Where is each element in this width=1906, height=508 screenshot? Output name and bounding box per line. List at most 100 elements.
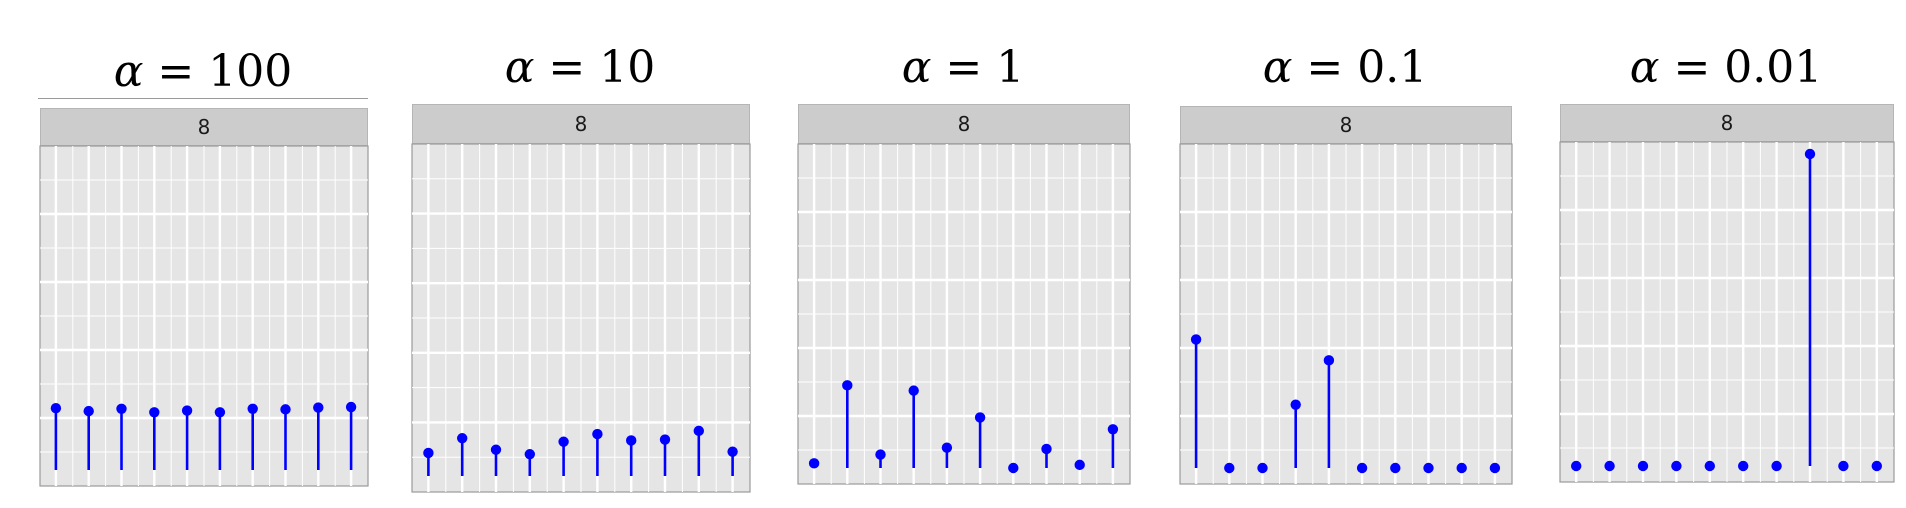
stem-mark bbox=[1704, 460, 1715, 472]
stem-point bbox=[457, 433, 468, 444]
stem-mark bbox=[558, 436, 569, 476]
stem-mark bbox=[490, 444, 502, 476]
stem-mark bbox=[1390, 462, 1401, 474]
stem-point bbox=[1107, 424, 1119, 435]
stem-mark bbox=[423, 447, 434, 476]
alpha-symbol: α bbox=[1262, 42, 1293, 93]
stem-point bbox=[974, 412, 986, 423]
alpha-symbol: α bbox=[504, 42, 535, 93]
stem-point bbox=[313, 402, 324, 413]
facet-strip-label: 8 bbox=[1720, 111, 1734, 135]
stem-mark bbox=[1190, 334, 1202, 468]
stem-mark bbox=[1738, 460, 1749, 472]
stem-mark bbox=[1671, 460, 1682, 472]
panel-title: α = 0.01 bbox=[1558, 38, 1894, 98]
stem-mark bbox=[247, 403, 258, 470]
alpha-symbol: α bbox=[901, 42, 932, 93]
alpha-value: = 0.1 bbox=[1292, 42, 1428, 93]
facet-panel-4: α = 0.1 8 bbox=[1178, 0, 1513, 508]
stem-mark bbox=[1290, 399, 1301, 468]
stem-mark bbox=[1008, 462, 1019, 474]
stem-mark bbox=[116, 403, 127, 470]
alpha-symbol: α bbox=[1629, 42, 1660, 93]
facet-strip: 8 bbox=[798, 104, 1130, 144]
alpha-value: = 100 bbox=[143, 46, 293, 97]
facet-strip: 8 bbox=[412, 104, 750, 144]
stem-mark bbox=[659, 434, 671, 476]
stem-point bbox=[1423, 462, 1434, 474]
stem-mark bbox=[941, 442, 953, 468]
stem-point bbox=[280, 404, 291, 415]
stem-mark bbox=[1423, 462, 1434, 474]
stem-point bbox=[1671, 460, 1682, 472]
stem-mark bbox=[727, 446, 738, 476]
stem-mark bbox=[1456, 462, 1467, 474]
facet-strip-label: 8 bbox=[197, 115, 211, 139]
stem-point bbox=[1008, 462, 1019, 474]
stem-point bbox=[908, 385, 919, 396]
stem-mark bbox=[842, 380, 853, 468]
panel-title: α = 1 bbox=[796, 38, 1130, 98]
stem-point bbox=[842, 380, 853, 391]
stem-point bbox=[875, 449, 886, 460]
stem-plot bbox=[1559, 141, 1895, 483]
alpha-value: = 1 bbox=[931, 42, 1025, 93]
stem-mark bbox=[1041, 443, 1052, 468]
alpha-value: = 10 bbox=[534, 42, 656, 93]
stem-point bbox=[149, 407, 160, 418]
stem-mark bbox=[181, 405, 193, 470]
stem-mark bbox=[524, 449, 535, 476]
stem-mark bbox=[1356, 462, 1368, 474]
stem-point bbox=[727, 446, 738, 457]
facet-panel-3: α = 1 8 bbox=[796, 0, 1131, 508]
stem-point bbox=[116, 403, 127, 414]
stem-point bbox=[659, 434, 671, 445]
stem-point bbox=[524, 449, 535, 460]
facet-strip-label: 8 bbox=[957, 112, 971, 136]
stem-point bbox=[490, 444, 502, 455]
stem-plot bbox=[39, 145, 369, 487]
stem-point bbox=[558, 436, 569, 447]
stem-point bbox=[592, 428, 603, 440]
stem-plot bbox=[1179, 143, 1513, 485]
panel-title: α = 10 bbox=[410, 38, 750, 98]
stem-mark bbox=[345, 401, 357, 470]
stem-point bbox=[1804, 148, 1816, 160]
stem-point bbox=[1738, 460, 1749, 472]
stem-point bbox=[1257, 462, 1268, 474]
stem-point bbox=[941, 442, 953, 453]
stem-point bbox=[1224, 462, 1235, 474]
panel-title: α = 100 bbox=[38, 42, 368, 102]
stem-mark bbox=[626, 435, 637, 476]
stem-point bbox=[181, 405, 193, 416]
stem-point bbox=[50, 402, 62, 414]
stem-mark bbox=[808, 458, 820, 469]
stem-mark bbox=[908, 385, 919, 468]
alpha-value: = 0.01 bbox=[1659, 42, 1823, 93]
stem-mark bbox=[1771, 460, 1782, 472]
stem-mark bbox=[1637, 460, 1649, 472]
stem-point bbox=[1637, 460, 1649, 472]
stem-mark bbox=[313, 402, 324, 470]
facet-panel-1: α = 100 8 bbox=[38, 0, 369, 508]
facet-strip: 8 bbox=[1560, 104, 1894, 142]
stem-mark bbox=[1489, 462, 1501, 474]
stem-point bbox=[1323, 355, 1335, 366]
stem-mark bbox=[693, 425, 704, 476]
stem-mark bbox=[1571, 460, 1582, 472]
facet-strip-label: 8 bbox=[574, 112, 588, 136]
stem-point bbox=[423, 447, 434, 459]
stem-point bbox=[626, 435, 637, 446]
stem-mark bbox=[1838, 460, 1849, 472]
stem-mark bbox=[875, 449, 886, 468]
stem-mark bbox=[1871, 460, 1882, 472]
stem-point bbox=[1190, 334, 1202, 345]
stem-point bbox=[1041, 443, 1052, 455]
facet-panel-5: α = 0.01 8 bbox=[1558, 0, 1895, 508]
stem-point bbox=[1838, 460, 1849, 472]
stem-point bbox=[1571, 460, 1582, 472]
stem-point bbox=[1356, 462, 1368, 474]
stem-plot bbox=[797, 143, 1131, 485]
stem-point bbox=[1704, 460, 1715, 472]
stem-point bbox=[693, 425, 704, 437]
